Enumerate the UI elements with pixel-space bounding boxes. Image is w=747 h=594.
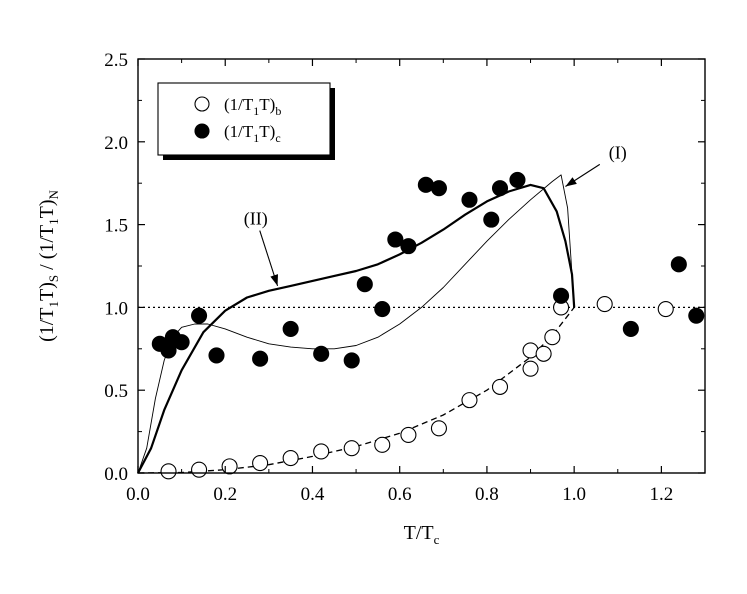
open-point-0 bbox=[160, 463, 177, 480]
filled-point-17 bbox=[483, 211, 500, 228]
legend-label-sub1: 1 bbox=[253, 131, 259, 145]
y-axis-title-part-5: 1 bbox=[46, 218, 61, 225]
filled-point-13 bbox=[400, 238, 417, 255]
legend-marker-0 bbox=[194, 96, 210, 112]
legend-label-0: (1/T1T)b bbox=[224, 95, 281, 118]
y-axis-title-part-1: 1 bbox=[46, 301, 61, 308]
legend-label-main: (1/T bbox=[224, 95, 254, 114]
filled-point-23 bbox=[688, 307, 705, 324]
filled-point-16 bbox=[461, 191, 478, 208]
open-point-10 bbox=[461, 392, 478, 409]
filled-point-6 bbox=[252, 350, 269, 367]
filled-point-20 bbox=[553, 287, 570, 304]
open-point-7 bbox=[374, 436, 391, 453]
y-axis-title-part-0: (1/T bbox=[36, 307, 58, 341]
open-point-9 bbox=[430, 420, 447, 437]
filled-point-7 bbox=[282, 320, 299, 337]
y-tick-label-0: 0.0 bbox=[104, 464, 128, 485]
legend-box bbox=[157, 82, 331, 156]
y-axis-title-part-6: T) bbox=[36, 199, 58, 218]
x-axis-title-main: T/T bbox=[404, 522, 434, 544]
curve-thin bbox=[137, 174, 575, 474]
filled-point-22 bbox=[670, 256, 687, 273]
open-point-11 bbox=[491, 378, 509, 395]
y-tick-label-1: 0.5 bbox=[104, 381, 128, 402]
open-point-17 bbox=[596, 296, 613, 313]
open-point-5 bbox=[313, 443, 330, 460]
filled-point-18 bbox=[491, 180, 509, 197]
filled-point-5 bbox=[208, 347, 225, 364]
legend-label-sub1: 1 bbox=[253, 104, 259, 118]
y-tick-label-3: 1.5 bbox=[104, 216, 128, 237]
filled-point-10 bbox=[356, 276, 373, 293]
legend-label-mid: T) bbox=[259, 95, 275, 114]
y-tick-label-4: 2.0 bbox=[104, 133, 128, 154]
x-tick-label-1: 0.2 bbox=[213, 484, 237, 505]
filled-point-21 bbox=[622, 320, 639, 337]
legend-marker-1 bbox=[194, 123, 210, 139]
open-point-18 bbox=[657, 301, 674, 318]
open-point-2 bbox=[221, 458, 238, 475]
x-tick-label-4: 0.8 bbox=[475, 484, 499, 505]
open-point-15 bbox=[544, 329, 561, 346]
filled-point-19 bbox=[509, 171, 526, 188]
annotation-arrowhead-1 bbox=[270, 274, 279, 286]
filled-point-8 bbox=[313, 345, 330, 362]
filled-point-12 bbox=[387, 231, 404, 248]
legend-label-mid: T) bbox=[259, 122, 275, 141]
curve-thick bbox=[137, 183, 576, 474]
y-tick-label-5: 2.5 bbox=[104, 50, 128, 71]
legend: (1/T1T)b(1/T1T)c bbox=[157, 82, 335, 160]
x-tick-label-5: 1.0 bbox=[562, 484, 586, 505]
open-point-13 bbox=[522, 342, 539, 359]
open-point-1 bbox=[191, 461, 208, 478]
annotation-label-1: (II) bbox=[244, 209, 268, 230]
y-axis-title-part-3: S bbox=[46, 275, 61, 282]
x-tick-label-6: 1.2 bbox=[650, 484, 674, 505]
x-tick-label-0: 0.0 bbox=[126, 484, 150, 505]
filled-point-9 bbox=[343, 352, 360, 369]
legend-label-1: (1/T1T)c bbox=[224, 122, 281, 145]
open-point-12 bbox=[522, 360, 539, 377]
open-point-6 bbox=[343, 440, 360, 457]
legend-label-sub2: c bbox=[275, 131, 280, 145]
y-axis-title-part-7: N bbox=[46, 189, 61, 199]
open-point-3 bbox=[252, 455, 269, 472]
x-tick-label-3: 0.6 bbox=[388, 484, 412, 505]
open-point-14 bbox=[535, 345, 552, 362]
annotation-arrowhead-0 bbox=[565, 177, 577, 187]
plot-area: (I) (II) bbox=[137, 142, 705, 480]
y-axis-title: (1/T1T)S / (1/T1T)N bbox=[36, 189, 61, 341]
axis-ticks: 0.0 0.2 0.4 0.6 0.8 1.0 1.2 0.0 0.5 1.0 1.5 2.0 2.5 bbox=[104, 50, 706, 505]
legend-label-sub2: b bbox=[275, 104, 281, 118]
filled-point-4 bbox=[191, 307, 208, 324]
y-axis-title-part-2: T) bbox=[36, 282, 58, 301]
x-axis-title: T/Tc bbox=[404, 522, 440, 547]
axis-labels: T/Tc(1/T1T)S / (1/T1T)N bbox=[36, 189, 440, 547]
filled-point-14 bbox=[417, 176, 434, 193]
filled-point-15 bbox=[430, 180, 447, 197]
y-tick-label-2: 1.0 bbox=[104, 298, 128, 319]
x-axis-title-sub: c bbox=[434, 532, 440, 547]
filled-point-11 bbox=[374, 301, 391, 318]
open-point-4 bbox=[282, 450, 299, 467]
annotation-label-0: (I) bbox=[609, 142, 627, 163]
legend-label-main: (1/T bbox=[224, 122, 254, 141]
filled-point-3 bbox=[173, 334, 190, 351]
y-axis-title-part-4: / (1/T bbox=[36, 225, 58, 275]
open-point-8 bbox=[400, 426, 417, 443]
x-tick-label-2: 0.4 bbox=[301, 484, 325, 505]
